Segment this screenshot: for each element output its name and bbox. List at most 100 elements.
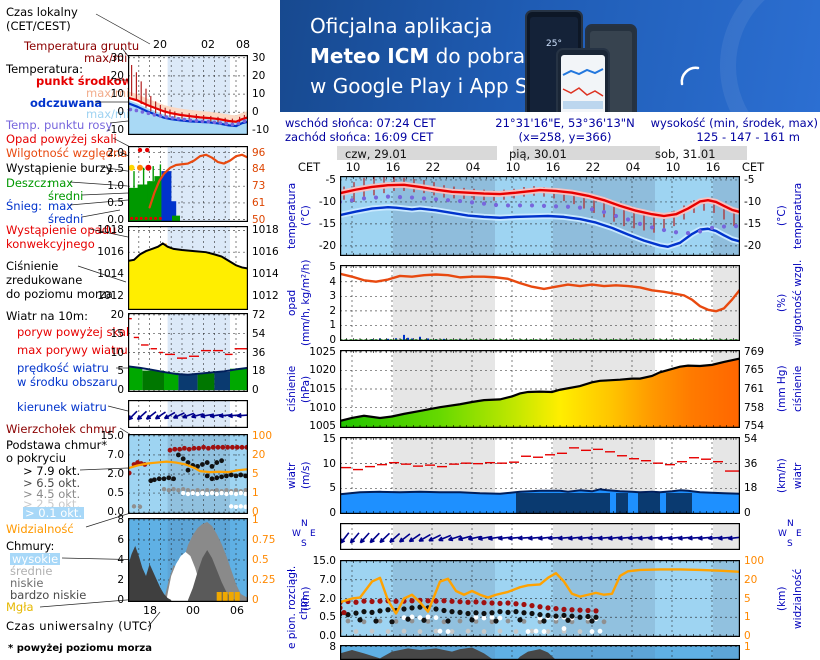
location-coordinates: 21°31'16"E, 53°36'13"N [495,116,635,130]
tick-label: 0.0 [107,506,124,519]
tick-label: 1016 [252,246,279,259]
tick-label: 0 [117,106,124,119]
compass-e-right: E [796,529,802,539]
tick-label: 50 [252,213,266,226]
cet-label-right: CET [741,160,765,174]
tick-label: 100 [252,429,273,442]
chart-panel-p_dir [340,523,740,550]
tick-label: 20 [252,448,266,461]
altitude-values: 125 - 147 - 161 m [696,130,800,144]
legend-wind10m: Wiatr na 10m: [6,309,88,323]
tick-label: 765 [744,364,765,377]
sunrise-time: wschód słońca: 07:24 CET [285,116,436,130]
tick-label: 0 [252,506,259,519]
legend-snow: Śnieg: [6,199,43,213]
axis-title-wind-left-1: wiatr [286,462,298,489]
legend-dew-point: Temp. punktu rosy [6,118,113,132]
tick-label: 36 [252,346,266,359]
tick-label: 15.0 [312,554,336,567]
tick-label: 5 [329,261,336,274]
tick-label: 754 [744,420,765,433]
tick-label: -5 [744,173,755,186]
legend-humidity: Wilgotność względna [6,146,128,160]
tick-label: 4 [329,275,336,288]
banner-line2: Meteo ICM do pobrania [310,44,556,68]
tick-label: -10 [106,124,124,137]
legend-cloud-top: Wierzchołek chmur [6,422,117,436]
tick-label: -20 [318,239,336,252]
axis-title-wind-right-1: (km/h) [776,458,788,493]
tick-label: 10 [252,88,266,101]
legend-wind-speed-1: prędkość wiatru [17,361,109,375]
tick-label: 0 [744,507,751,519]
tick-label: 769 [744,345,765,358]
legend-precip-offscale: Opad powyżej skali [6,132,117,146]
axis-title-hum-right-2: wilgotność wzgl. [792,259,804,347]
legend-local-time-unit: (CET/CEST) [6,19,71,33]
dayband-sat [700,146,747,160]
chart-panel-mini_press [128,226,248,310]
mini-axis-bottom-00: 00 [186,604,200,617]
tick-label: 0.0 [107,213,124,226]
tick-label: 61 [252,196,266,209]
tick-label: 0.5 [319,611,336,624]
day-label-thu: czw, 29.01 [345,147,407,161]
tick-label: 0 [252,594,259,606]
dayband-thu [337,146,497,160]
tick-label: 30 [252,51,266,64]
legend-okt-01: > 0.1 okt. [23,506,85,520]
tick-label: 10 [110,346,124,359]
tick-label: 1010 [309,401,336,414]
app-promo-banner[interactable]: Oficjalna aplikacja Meteo ICM do pobrani… [280,0,820,112]
tick-label: 15 [322,432,336,445]
tick-label: 0.25 [252,574,276,586]
chart-panel-mini_sky [128,518,248,602]
hour-tick: 04 [625,160,641,174]
legend-snow-mean: średni [48,212,84,226]
legend-convective-1: Wystąpienie opadu [6,223,117,237]
tick-label: 2.0 [107,468,124,480]
altitude-label: wysokość (min, środek, max) [650,116,818,130]
legend-cloud-base-1: Podstawa chmur* [6,438,108,452]
legend-asl-note: * powyżej poziomu morza [8,643,152,654]
legend-pressure-1: Ciśnienie [6,259,59,273]
tick-label: 10 [110,88,124,101]
tick-label: 54 [252,327,266,340]
tick-label: 758 [744,401,765,414]
logo-swoosh-icon [680,66,700,86]
tick-label: 20 [110,308,124,321]
tick-label: 1016 [97,246,124,259]
tick-label: 0.5 [252,554,269,566]
tick-label: -10 [252,124,270,137]
axis-title-vis-right-2: widzialność [792,568,804,629]
hour-tick: 04 [465,160,481,174]
chart-panel-mini_cloud [128,434,248,514]
legend-fog: Mgła [6,600,34,614]
mini-axis-top-08: 08 [236,38,250,51]
compass-w-right: W [778,529,787,539]
legend-utc: Czas uniwersalny (UTC) [6,619,153,633]
tick-label: 100 [744,554,765,567]
legend-pressure-3: do poziomu morza [6,287,113,301]
tick-label: 5 [117,365,124,378]
hour-tick: 10 [665,160,681,174]
grid-xy: (x=258, y=366) [518,130,612,144]
tick-label: 15.0 [100,429,124,442]
mini-axis-top-02: 02 [201,38,215,51]
legend-local-time: Czas lokalny [6,5,78,19]
tick-label: 0 [117,594,124,606]
tick-label: 1018 [252,224,279,237]
legend-wind-speed-2: w środku obszaru [17,375,118,389]
tick-label: 2 [329,304,336,317]
legend-convective-2: konwekcyjnego [6,237,95,251]
legend-midpoint: punkt środkowy [36,74,140,88]
tick-label: 1012 [97,289,124,302]
tick-label: 0 [252,106,259,119]
tick-label: 0.5 [107,196,124,209]
tick-label: 0.5 [107,487,124,500]
tick-label: 1012 [252,289,279,302]
tick-label: 0 [329,333,336,346]
hour-tick: 22 [585,160,601,174]
compass-n-right: N [787,519,794,529]
tick-label: 84 [252,163,266,176]
